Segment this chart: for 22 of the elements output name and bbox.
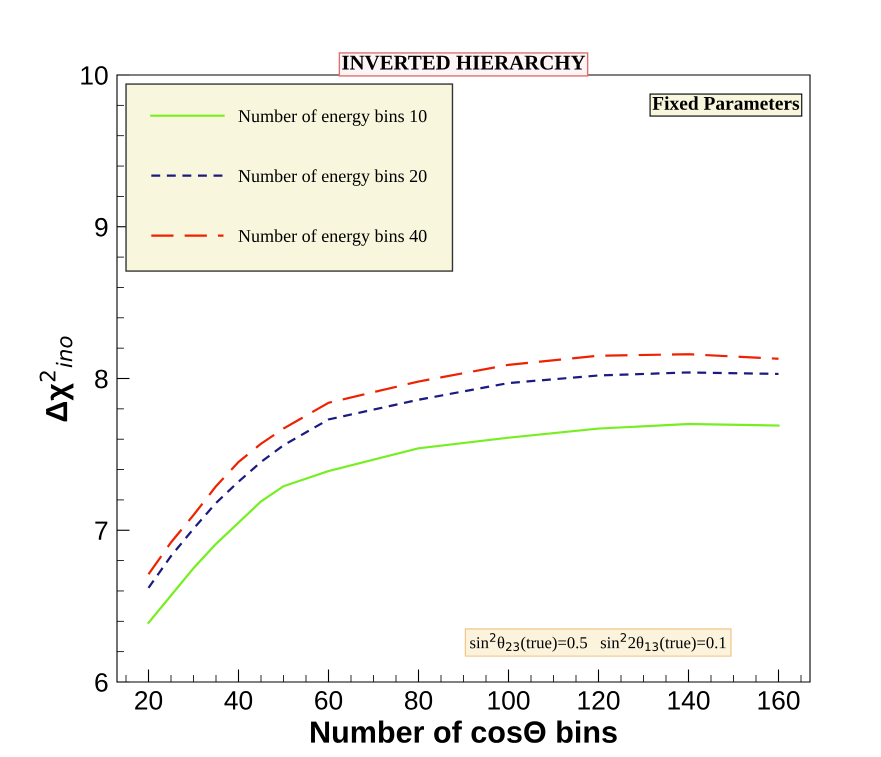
legend-label: Number of energy bins 10	[238, 109, 427, 126]
text: sin$^{2}$θ$_{23}$(true)=0.5 sin$^{2}$2θ$_{13}$(true)=0.1	[470, 633, 726, 652]
y-tick-label: 7	[95, 522, 108, 540]
y-axis-title: Δχ$^{2}$$_{ino}$	[40, 336, 74, 422]
x-tick-label: 100	[488, 691, 530, 710]
x-tick-label: 160	[758, 691, 800, 710]
y-tick-label: 8	[95, 370, 108, 388]
x-tick-label: 60	[315, 691, 342, 710]
y-tick-label: 9	[95, 218, 108, 237]
chart-title: INVERTED HIERARCHY	[342, 56, 586, 70]
y-tick-label: 10	[81, 66, 108, 85]
x-tick-label: 40	[224, 691, 252, 710]
x-tick-label: 140	[668, 691, 710, 710]
annotation: Fixed Parameters	[652, 96, 800, 110]
x-tick-label: 120	[578, 691, 620, 710]
legend-label: Number of energy bins 20	[238, 169, 427, 186]
x-tick-label: 20	[135, 691, 162, 710]
legend-label: Number of energy bins 40	[238, 229, 427, 246]
line-series	[147, 422, 780, 624]
x-tick-label: 80	[404, 691, 432, 710]
x-axis-title: Number of cosΘ bins	[311, 720, 617, 743]
y-tick-label: 6	[95, 673, 108, 692]
